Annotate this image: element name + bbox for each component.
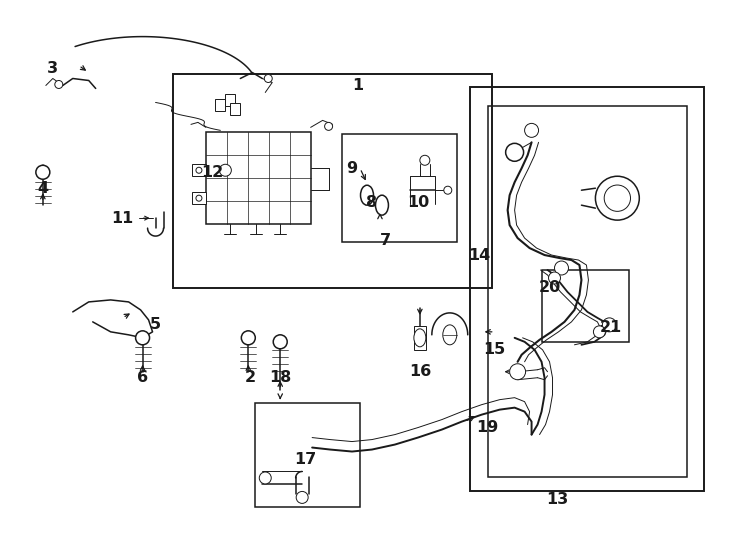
Bar: [342, 134, 457, 242]
Bar: [215, 99, 225, 111]
Bar: [470, 87, 704, 491]
Text: 5: 5: [150, 318, 161, 332]
Circle shape: [525, 123, 539, 137]
Circle shape: [509, 364, 526, 380]
Bar: [192, 192, 206, 204]
Text: 10: 10: [407, 195, 429, 210]
Circle shape: [324, 123, 333, 130]
Text: 19: 19: [476, 420, 499, 435]
Circle shape: [196, 167, 202, 173]
Bar: [542, 270, 629, 342]
Text: 20: 20: [539, 280, 561, 295]
Bar: [192, 164, 206, 176]
Circle shape: [506, 143, 523, 161]
Circle shape: [241, 331, 255, 345]
Bar: [230, 104, 240, 116]
Circle shape: [264, 75, 272, 83]
Text: 17: 17: [294, 452, 316, 467]
Circle shape: [136, 331, 150, 345]
Bar: [206, 132, 310, 224]
Circle shape: [36, 165, 50, 179]
Circle shape: [420, 156, 430, 165]
Text: 16: 16: [409, 364, 431, 379]
Text: 4: 4: [37, 181, 48, 195]
Text: 2: 2: [244, 370, 256, 385]
Circle shape: [593, 326, 606, 338]
Bar: [255, 403, 360, 508]
Text: 3: 3: [47, 61, 59, 76]
Circle shape: [55, 80, 63, 89]
Circle shape: [273, 335, 287, 349]
Ellipse shape: [360, 185, 374, 205]
Text: 8: 8: [366, 195, 377, 210]
Ellipse shape: [376, 195, 388, 215]
Bar: [487, 106, 687, 477]
Text: 6: 6: [137, 370, 148, 385]
Text: 7: 7: [379, 233, 390, 247]
Bar: [225, 94, 236, 106]
Circle shape: [259, 472, 272, 484]
Circle shape: [196, 195, 202, 201]
Ellipse shape: [414, 329, 426, 347]
Text: 9: 9: [346, 161, 357, 176]
Circle shape: [219, 164, 231, 176]
Bar: [414, 326, 426, 350]
Circle shape: [297, 491, 308, 503]
Circle shape: [603, 318, 617, 332]
Text: 11: 11: [112, 211, 134, 226]
Text: 15: 15: [484, 342, 506, 357]
Text: 18: 18: [269, 370, 291, 385]
Text: 21: 21: [600, 320, 622, 335]
Text: 1: 1: [352, 78, 363, 93]
Circle shape: [548, 272, 561, 284]
Circle shape: [554, 261, 568, 275]
Text: 12: 12: [201, 165, 224, 180]
Circle shape: [595, 176, 639, 220]
Circle shape: [604, 185, 631, 211]
Text: 13: 13: [546, 492, 569, 507]
Bar: [172, 73, 492, 288]
Ellipse shape: [443, 325, 457, 345]
Text: 14: 14: [468, 247, 491, 262]
Circle shape: [444, 186, 452, 194]
